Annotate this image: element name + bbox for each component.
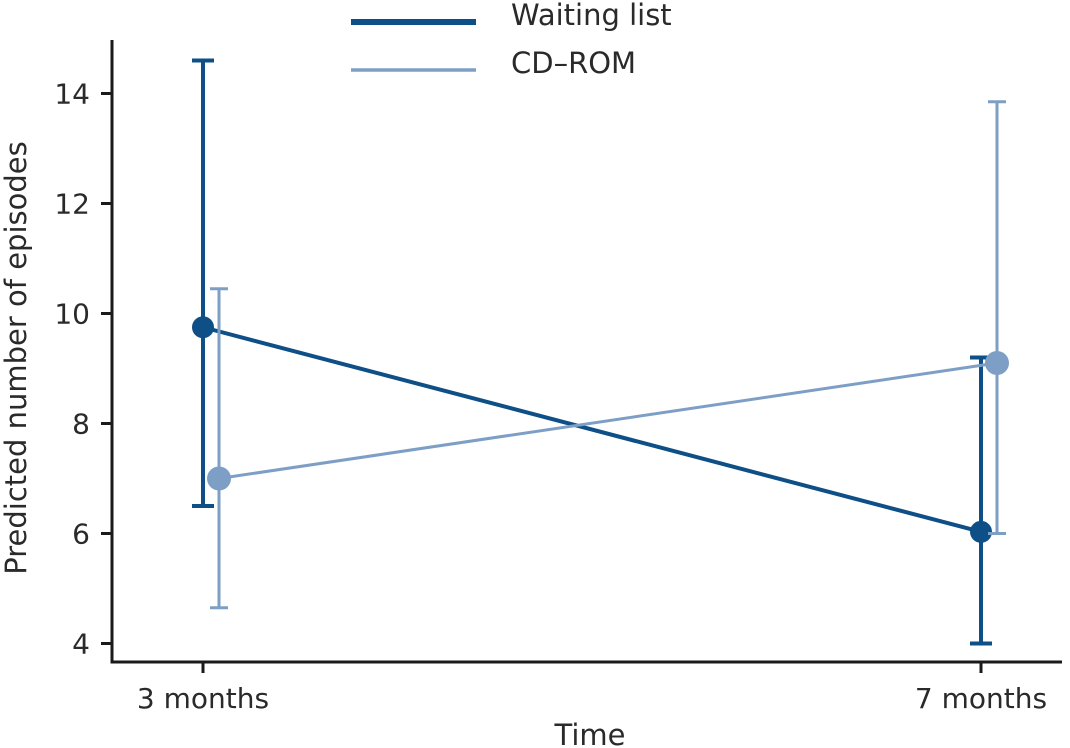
legend: Waiting list CD–ROM — [351, 0, 672, 80]
series-layer — [192, 58, 1009, 646]
y-tick-label: 14 — [54, 78, 90, 111]
x-axis-label: Time — [554, 718, 626, 748]
y-tick-label: 4 — [72, 628, 90, 661]
data-point — [985, 351, 1009, 375]
legend-label: CD–ROM — [511, 46, 636, 80]
series-line — [202, 325, 982, 534]
y-axis-label: Predicted number of episodes — [0, 141, 33, 574]
x-tick-label: 7 months — [915, 682, 1047, 715]
data-point — [192, 316, 214, 339]
series-line — [218, 361, 998, 480]
data-point — [207, 466, 231, 491]
y-tick-label: 12 — [54, 188, 90, 221]
series-cd-rom — [207, 100, 1009, 610]
legend-label: Waiting list — [511, 0, 672, 32]
data-point — [970, 520, 992, 543]
axes: 4 6 8 10 12 14 3 months 7 months — [54, 40, 1062, 715]
x-tick-label: 3 months — [137, 682, 269, 715]
y-tick-label: 10 — [54, 298, 90, 331]
y-tick-label: 6 — [72, 518, 90, 551]
y-tick-label: 8 — [72, 408, 90, 441]
series-waiting-list — [192, 58, 992, 646]
